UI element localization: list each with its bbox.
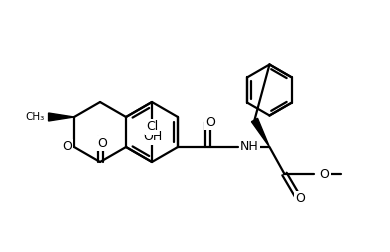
Text: NH: NH <box>240 141 259 153</box>
Text: OH: OH <box>144 131 163 143</box>
Text: CH₃: CH₃ <box>25 112 44 122</box>
Polygon shape <box>252 118 269 147</box>
Text: O: O <box>205 115 215 129</box>
Polygon shape <box>49 113 74 121</box>
Text: O: O <box>319 168 330 180</box>
Text: Cl: Cl <box>146 120 158 134</box>
Text: O: O <box>62 141 72 153</box>
Text: O: O <box>97 137 107 150</box>
Text: O: O <box>296 193 305 205</box>
